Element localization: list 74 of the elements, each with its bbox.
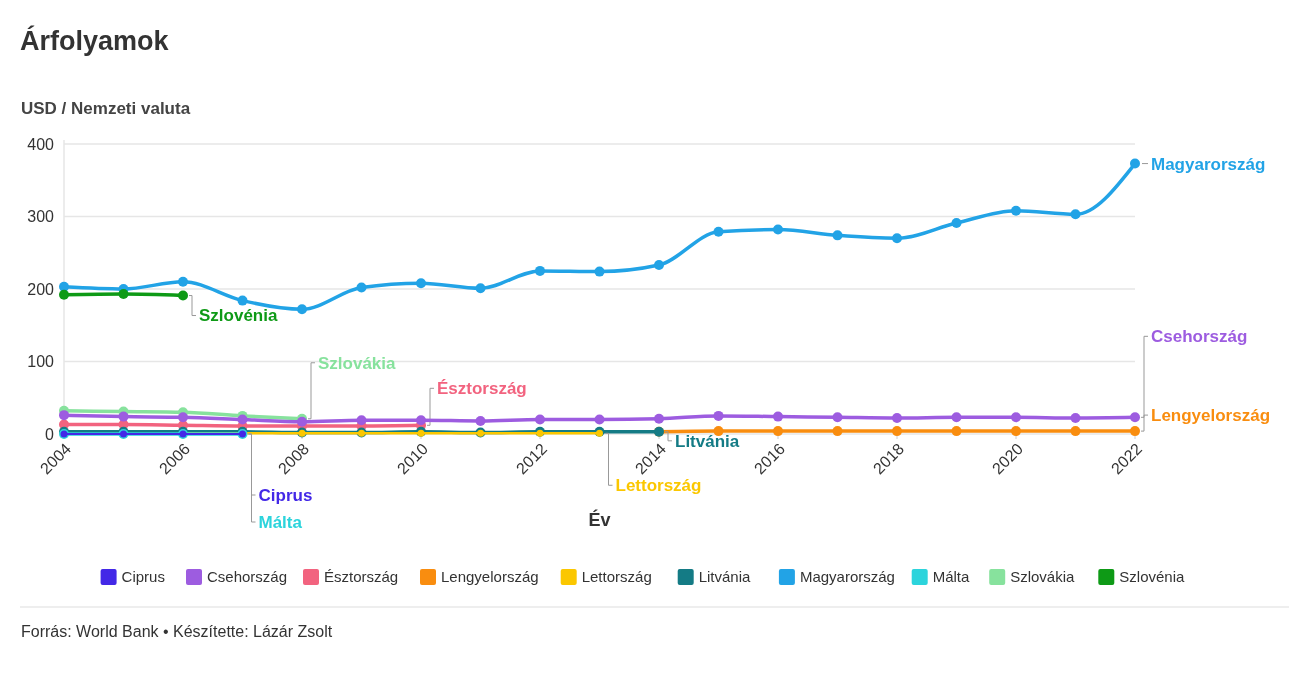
- point: [237, 414, 248, 425]
- point: [713, 226, 724, 237]
- point: [535, 265, 545, 276]
- legend-label: Litvánia: [698, 568, 752, 586]
- point: [178, 290, 188, 301]
- point: [1070, 413, 1081, 424]
- point: [773, 224, 783, 235]
- point: [594, 266, 605, 277]
- text: Szlovákia: [318, 353, 396, 373]
- legend-label: Szlovákia: [1010, 568, 1076, 586]
- y-tick-label: 300: [27, 208, 55, 226]
- legend-label: Lettország: [581, 568, 652, 586]
- y-axis-title: USD / Nemzeti valuta: [21, 99, 191, 118]
- point: [59, 289, 69, 300]
- point: [1130, 158, 1140, 169]
- point: [59, 410, 69, 421]
- y-tick-label: 400: [27, 135, 55, 153]
- point: [416, 278, 426, 289]
- y-tick-label: 200: [27, 280, 55, 298]
- point: [297, 304, 307, 315]
- point: [951, 218, 962, 229]
- text: Észtország: [437, 379, 527, 399]
- legend-label: Ciprus: [121, 568, 165, 586]
- point: [892, 413, 902, 424]
- y-tick-label: 0: [45, 425, 55, 443]
- point: [475, 415, 486, 426]
- point: [773, 411, 783, 422]
- point: [951, 426, 962, 437]
- legend-label: Magyarország: [799, 568, 895, 586]
- text: Málta: [258, 512, 302, 532]
- point: [118, 411, 129, 422]
- point: [832, 230, 843, 241]
- point: [475, 283, 486, 294]
- text: Forrás: World Bank • Készítette: Lázár Zsolt: [21, 623, 333, 640]
- point: [654, 260, 664, 271]
- text: Lettország: [615, 476, 702, 496]
- legend-label: Csehország: [207, 568, 288, 586]
- text: Litvánia: [675, 431, 740, 451]
- point: [594, 414, 605, 425]
- point: [1011, 426, 1021, 437]
- text: Szlovénia: [199, 306, 278, 326]
- point: [892, 426, 902, 437]
- point: [1130, 412, 1140, 423]
- text: Ciprus: [258, 485, 313, 505]
- point: [118, 289, 129, 300]
- chart-title: Árfolyamok: [20, 25, 170, 56]
- point: [832, 412, 843, 423]
- point: [178, 276, 188, 287]
- legend-label: Szlovénia: [1119, 568, 1185, 586]
- point: [356, 415, 367, 426]
- point: [773, 426, 783, 437]
- point: [1011, 205, 1021, 216]
- text: Lengyelország: [1151, 406, 1271, 426]
- point: [832, 426, 843, 437]
- point: [356, 282, 367, 293]
- point: [1130, 426, 1140, 437]
- point: [951, 412, 962, 423]
- text: Magyarország: [1151, 154, 1266, 174]
- legend-label: Málta: [932, 568, 971, 586]
- point: [713, 410, 724, 421]
- legend-label: Észtország: [324, 568, 399, 586]
- point: [178, 412, 188, 423]
- x-axis-title: Év: [588, 509, 611, 530]
- point: [1070, 426, 1081, 437]
- y-tick-label: 100: [27, 353, 55, 371]
- text: Csehország: [1151, 327, 1248, 347]
- point: [237, 295, 248, 306]
- point: [535, 414, 545, 425]
- point: [416, 415, 426, 426]
- point: [654, 413, 664, 424]
- legend-label: Lengyelország: [441, 568, 539, 586]
- point: [1011, 412, 1021, 423]
- point: [1070, 209, 1081, 220]
- point: [892, 233, 902, 244]
